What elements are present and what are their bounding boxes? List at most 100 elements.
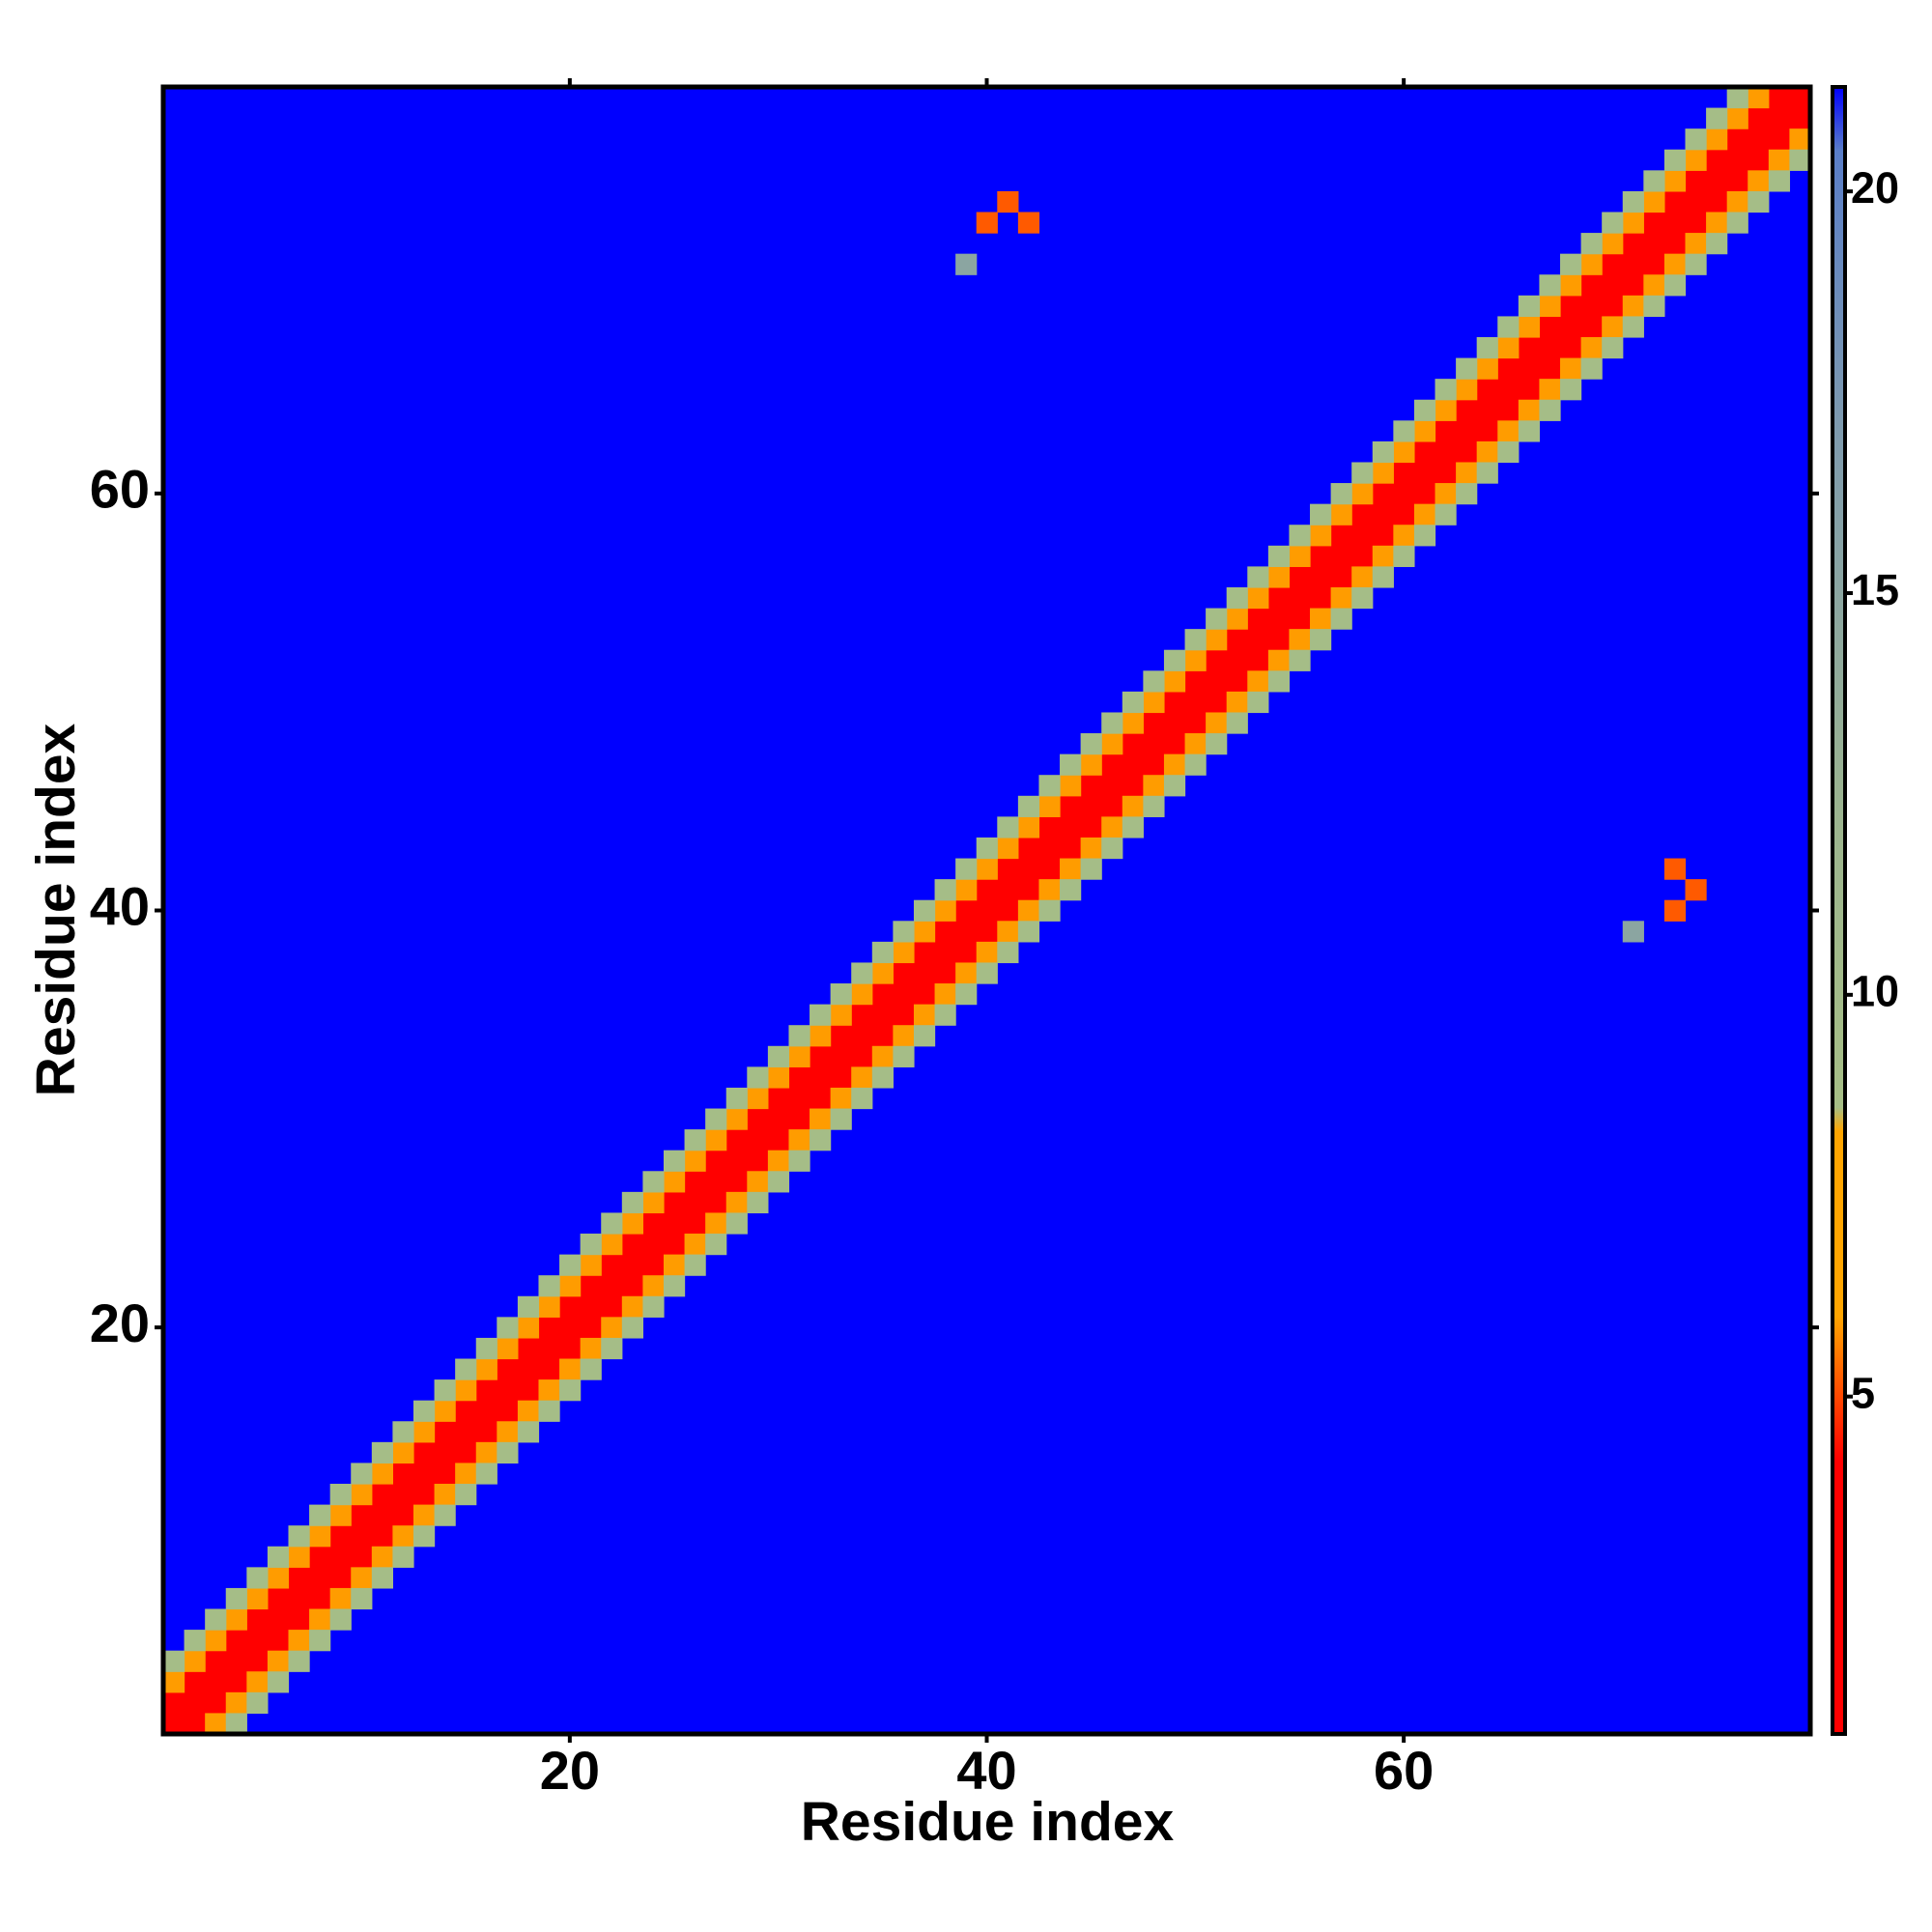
heatmap-cell (663, 1171, 686, 1193)
heatmap-cell (392, 1484, 414, 1506)
heatmap-cell (1017, 879, 1040, 901)
heatmap-cell (1497, 357, 1520, 380)
heatmap-cell (1539, 336, 1561, 359)
heatmap-cell (1560, 316, 1582, 338)
heatmap-cell (412, 1421, 436, 1443)
heatmap-cell (497, 1421, 519, 1443)
heatmap-cell (810, 1087, 832, 1110)
heatmap-cell (434, 1441, 456, 1464)
heatmap-cell (1560, 379, 1582, 401)
heatmap-cell (913, 899, 936, 922)
heatmap-cell (851, 983, 873, 1006)
heatmap-cell (663, 1234, 686, 1256)
heatmap-cell (1143, 753, 1165, 776)
heatmap-cell (684, 1234, 706, 1256)
heatmap-cell (663, 1150, 686, 1172)
heatmap-cell (1184, 712, 1207, 734)
heatmap-cell (1435, 440, 1457, 464)
heatmap-cell (1539, 379, 1561, 401)
heatmap-cell (455, 1441, 477, 1464)
heatmap-cell (1602, 212, 1624, 234)
heatmap-cell (1622, 316, 1644, 338)
heatmap-cell (517, 1379, 540, 1402)
heatmap-cell (517, 1400, 540, 1422)
heatmap-cell (934, 879, 956, 901)
heatmap-cell (434, 1463, 456, 1485)
heatmap-cell (747, 1191, 769, 1214)
heatmap-cell (1163, 753, 1186, 776)
heatmap-cell (580, 1254, 602, 1276)
heatmap-cell (246, 1630, 269, 1652)
heatmap-cell (851, 1087, 873, 1110)
heatmap-cell (1122, 775, 1144, 797)
heatmap-cell (1560, 253, 1582, 275)
heatmap-cell (1789, 149, 1811, 171)
heatmap-cell (1622, 253, 1644, 275)
heatmap-cell (1435, 462, 1457, 484)
heatmap-cell (392, 1421, 414, 1443)
heatmap-cell (412, 1400, 436, 1422)
heatmap-cell (1602, 233, 1624, 255)
heatmap-cell (830, 1004, 852, 1026)
heatmap-cell (1267, 629, 1291, 651)
heatmap-cell (475, 1337, 497, 1360)
heatmap-cell (747, 1087, 769, 1110)
heatmap-cell (1372, 525, 1394, 547)
heatmap-cell (1476, 357, 1498, 380)
heatmap-cell (1289, 545, 1311, 567)
heatmap-cell (1143, 712, 1165, 734)
heatmap-cell (705, 1171, 727, 1193)
heatmap-cell (434, 1484, 456, 1506)
heatmap-cell (955, 858, 978, 880)
heatmap-cell (1372, 440, 1394, 464)
heatmap-cell (1497, 399, 1520, 421)
heatmap-cell (1060, 879, 1082, 901)
heatmap-cell (601, 1212, 623, 1235)
heatmap-cell (642, 1254, 665, 1276)
heatmap-cell (225, 1713, 247, 1735)
heatmap-cell (955, 879, 978, 901)
heatmap-cell (1768, 128, 1791, 151)
heatmap-cell (329, 1546, 352, 1568)
heatmap-cell (1663, 233, 1687, 255)
heatmap-cell (309, 1567, 331, 1589)
heatmap-cell (1330, 608, 1352, 630)
heatmap-cell (913, 1004, 936, 1026)
heatmap-cell (1101, 733, 1123, 755)
heatmap-cell (1456, 462, 1478, 484)
heatmap-cell (163, 1713, 185, 1735)
heatmap-cell (893, 983, 915, 1006)
heatmap-cell (1310, 503, 1332, 526)
heatmap-cell (767, 1129, 790, 1151)
heatmap-cell (412, 1504, 436, 1526)
heatmap-cell (205, 1608, 227, 1631)
heatmap-cell (351, 1587, 373, 1610)
heatmap-cell (621, 1275, 643, 1297)
x-axis-title: Residue index (801, 1791, 1175, 1853)
heatmap-cell (475, 1421, 497, 1443)
heatmap-cell (1435, 399, 1457, 421)
heatmap-cell (1372, 462, 1394, 484)
heatmap-cell (788, 1129, 810, 1151)
heatmap-cell (1017, 858, 1040, 880)
heatmap-cell (1726, 149, 1748, 171)
heatmap-cell (329, 1525, 352, 1548)
heatmap-cell (601, 1295, 623, 1318)
heatmap-cell (225, 1630, 247, 1652)
heatmap-cell (1560, 295, 1582, 318)
heatmap-cell (580, 1234, 602, 1256)
heatmap-cell (351, 1463, 373, 1485)
heatmap-cell (684, 1150, 706, 1172)
heatmap-cell (1101, 816, 1123, 838)
heatmap-cell (1413, 440, 1436, 464)
heatmap-cell (1080, 795, 1102, 817)
heatmap-cell (1163, 670, 1186, 693)
heatmap-cell (559, 1254, 582, 1276)
heatmap-cell (1247, 566, 1269, 588)
heatmap-cell (1247, 586, 1269, 610)
heatmap-cell (1435, 483, 1457, 505)
heatmap-cell (392, 1463, 414, 1485)
heatmap-cell (1706, 190, 1728, 213)
heatmap-cell (955, 983, 978, 1006)
heatmap-cell (455, 1421, 477, 1443)
